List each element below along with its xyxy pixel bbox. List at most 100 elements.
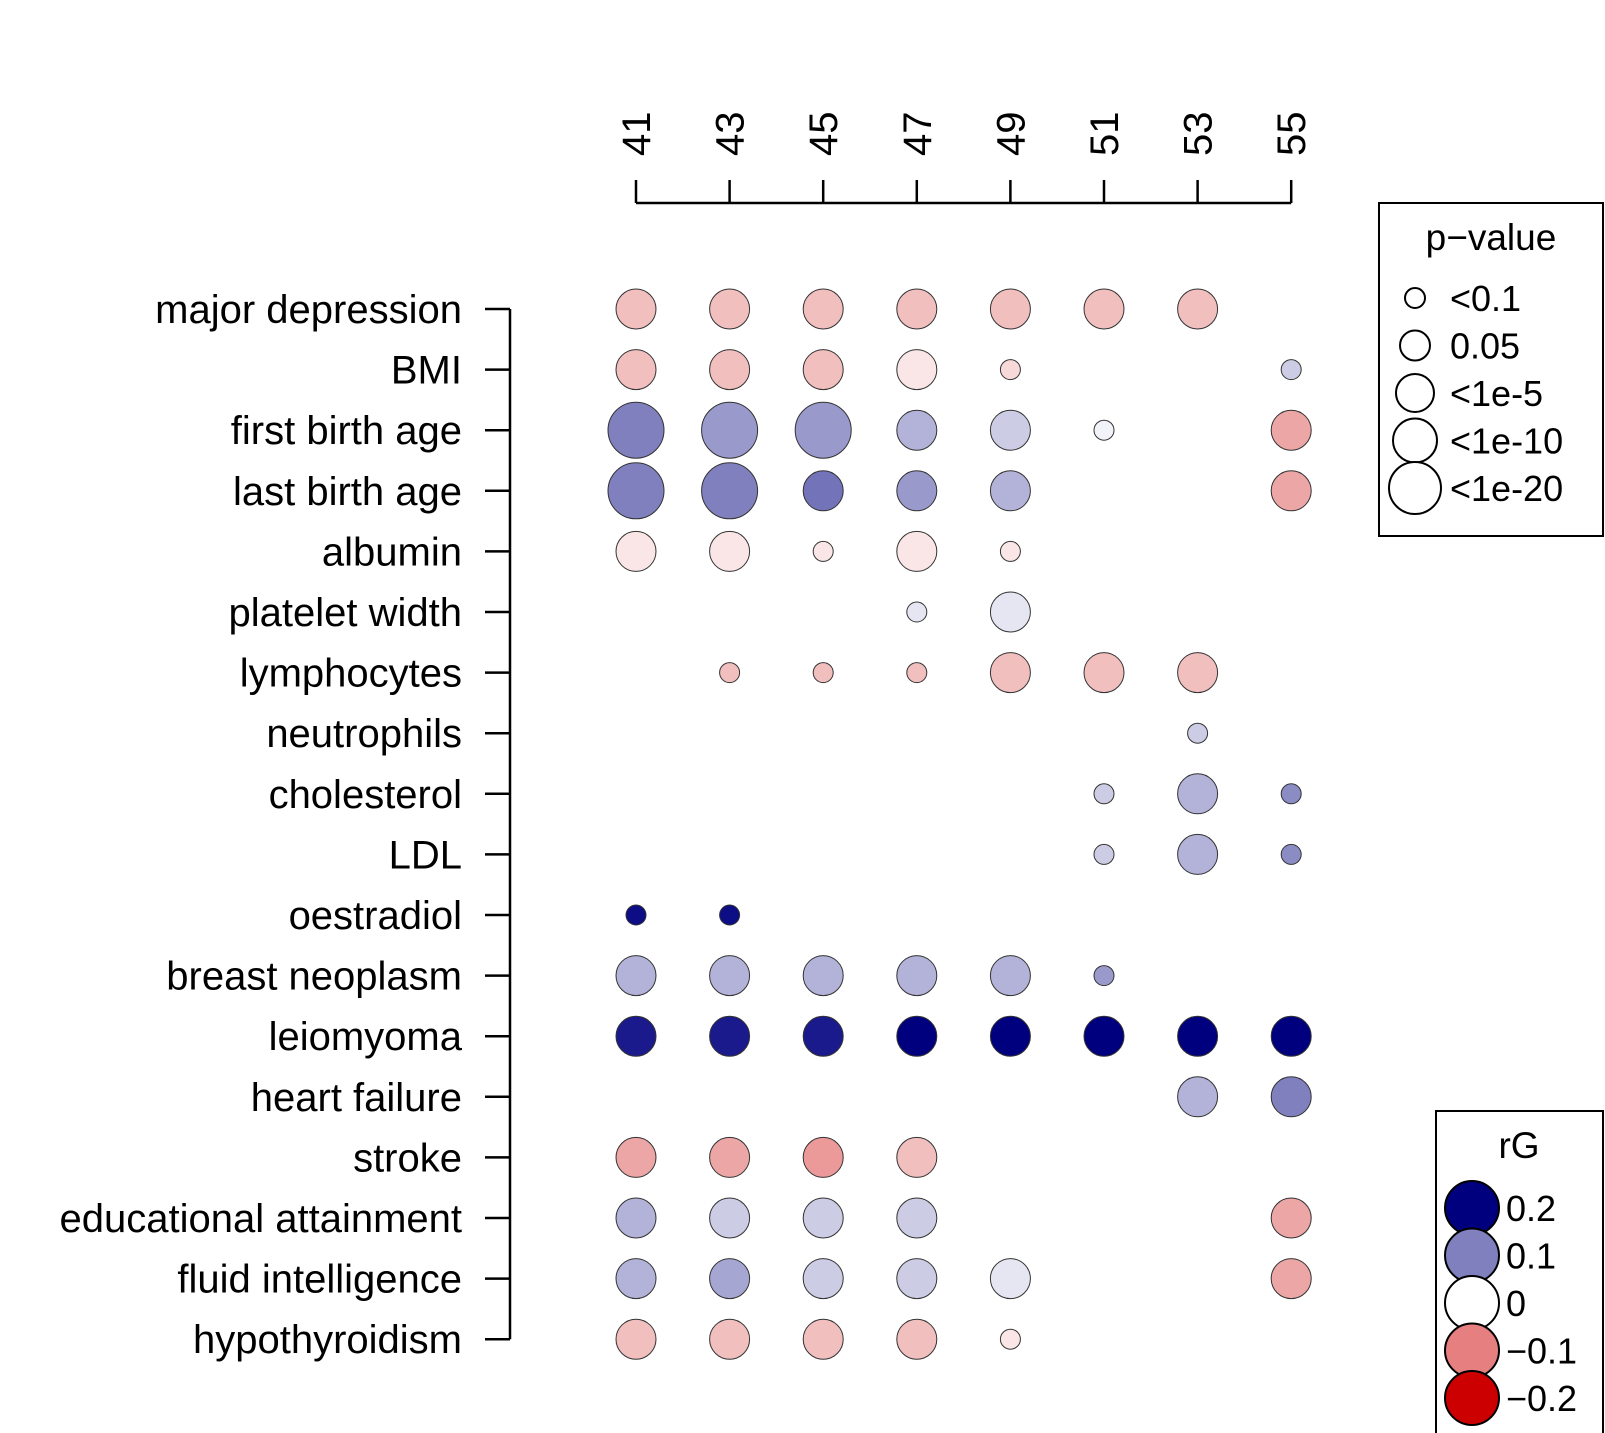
trait-label: leiomyoma: [269, 1015, 463, 1059]
bubble: [896, 1258, 938, 1300]
bubble: [1270, 1076, 1312, 1118]
bubble: [989, 288, 1031, 330]
legend-rg-swatch: [1444, 1180, 1500, 1236]
bubble: [1093, 965, 1115, 987]
bubble: [906, 601, 928, 623]
legend-p-symbol: [1392, 417, 1438, 464]
bubble: [1270, 1197, 1312, 1239]
trait-label: albumin: [322, 530, 462, 574]
x-tick-label: 51: [1083, 112, 1127, 157]
bubble: [709, 955, 751, 997]
bubble: [615, 1197, 657, 1239]
bubble: [1093, 783, 1115, 805]
bubble: [1280, 843, 1302, 865]
x-tick-label: 49: [989, 112, 1033, 157]
bubble: [607, 401, 665, 459]
bubble: [1093, 419, 1115, 441]
legend-p-label: <0.1: [1450, 278, 1521, 319]
trait-label: fluid intelligence: [177, 1258, 462, 1302]
trait-label: oestradiol: [289, 894, 462, 938]
legend-p-symbol: [1399, 329, 1431, 362]
x-tick-label: 43: [709, 112, 753, 157]
bubble: [802, 1136, 844, 1178]
bubble: [709, 349, 751, 391]
x-tick-label: 53: [1177, 112, 1221, 157]
legend-rg: rG 0.2 0.1 0 −0.1 −0.2: [1435, 1110, 1604, 1433]
bubble: [1270, 1015, 1312, 1057]
bubble: [709, 530, 751, 572]
bubble: [709, 1258, 751, 1300]
bubble: [989, 470, 1031, 512]
bubble: [709, 1197, 751, 1239]
x-axis: 41 43 45 47 49 51 53 55: [615, 112, 1314, 205]
legend-p-label: <1e-10: [1450, 421, 1563, 462]
bubble: [719, 904, 741, 926]
bubble: [719, 662, 741, 684]
trait-label: neutrophils: [266, 712, 462, 756]
bubble: [896, 1197, 938, 1239]
bubble: [794, 401, 852, 459]
bubble: [812, 540, 834, 562]
legend-rg-label: 0: [1506, 1283, 1526, 1324]
bubble: [701, 462, 759, 520]
bubble: [1093, 843, 1115, 865]
trait-label: major depression: [155, 288, 462, 332]
trait-label: BMI: [391, 349, 462, 393]
trait-label: platelet width: [229, 591, 462, 635]
legend-rg-label: 0.2: [1506, 1188, 1556, 1229]
bubble: [607, 462, 665, 520]
bubble: [1280, 359, 1302, 381]
bubble: [1270, 1258, 1312, 1300]
bubble: [802, 1015, 844, 1057]
trait-label: LDL: [389, 833, 462, 877]
bubble: [1177, 773, 1219, 815]
bubble: [615, 530, 657, 572]
bubble: [896, 288, 938, 330]
bubble: [802, 288, 844, 330]
x-tick-label: 55: [1270, 112, 1314, 157]
bubble: [896, 470, 938, 512]
trait-label: lymphocytes: [240, 652, 462, 696]
bubble: [1177, 288, 1219, 330]
bubble: [802, 1318, 844, 1360]
legend-p-symbol: [1388, 461, 1442, 515]
bubble: [1280, 783, 1302, 805]
bubble: [989, 409, 1031, 451]
legend-p-label: <1e-20: [1450, 468, 1563, 509]
bubble: [709, 288, 751, 330]
bubble: [802, 1197, 844, 1239]
trait-label: hypothyroidism: [193, 1318, 462, 1362]
trait-label: last birth age: [233, 470, 462, 514]
bubble: [625, 904, 647, 926]
trait-label: educational attainment: [60, 1197, 463, 1241]
bubble: [709, 1318, 751, 1360]
x-tick-label: 41: [615, 112, 659, 157]
bubble: [802, 349, 844, 391]
bubble: [896, 530, 938, 572]
bubble: [1083, 1015, 1125, 1057]
bubble: [701, 401, 759, 459]
legend-rg-swatch: [1444, 1275, 1500, 1331]
bubble: [709, 1015, 751, 1057]
bubble: [896, 1136, 938, 1178]
legend-rg-swatch: [1444, 1322, 1500, 1379]
bubble: [1083, 652, 1125, 694]
bubble: [802, 470, 844, 512]
legend-p-symbol: [1404, 287, 1426, 309]
legend-p-symbol: [1395, 373, 1435, 413]
trait-label: first birth age: [231, 409, 462, 453]
bubble: [615, 1318, 657, 1360]
bubble: [989, 1258, 1031, 1300]
bubble: [906, 662, 928, 684]
legend-title: p−value: [1426, 217, 1557, 258]
bubble: [709, 1136, 751, 1178]
legend-p-label: 0.05: [1450, 326, 1520, 367]
bubble: [615, 288, 657, 330]
bubble: [812, 662, 834, 684]
bubble: [802, 955, 844, 997]
legend-rg-swatch: [1444, 1227, 1500, 1284]
legend-rg-label: −0.1: [1506, 1331, 1577, 1372]
bubble: [1270, 409, 1312, 451]
bubble: [999, 540, 1021, 562]
bubble: [615, 1136, 657, 1178]
